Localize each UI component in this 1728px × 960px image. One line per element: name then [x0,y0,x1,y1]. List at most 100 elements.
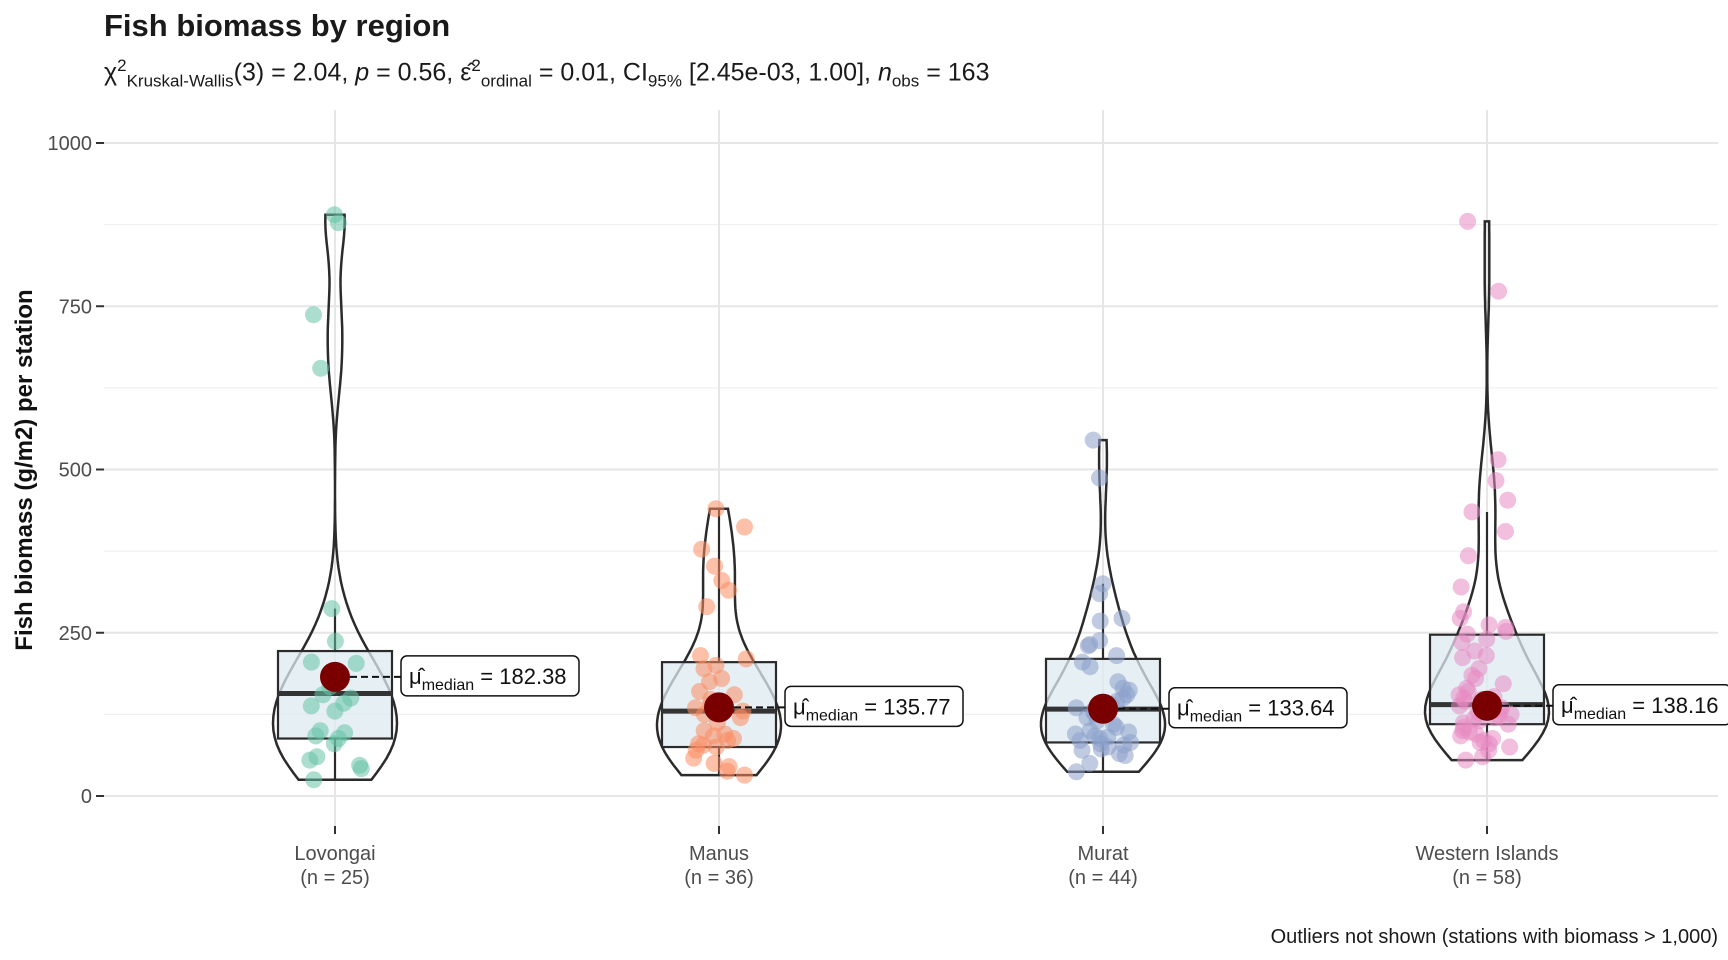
chart-subtitle: χ2Kruskal-Wallis(3) = 2.04, p = 0.56, ε̂… [104,56,989,91]
n-symbol: n [877,58,892,87]
median-label-subscript: median [806,707,858,724]
data-point [1116,747,1134,764]
data-point [1067,763,1085,781]
confidence-interval: [2.45e-03, 1.00], [681,58,878,87]
data-point [1113,609,1131,627]
chart-caption: Outliers not shown (stations with biomas… [1270,926,1718,948]
grid-layer [104,110,1718,826]
data-point [732,709,749,727]
data-point [1457,751,1475,769]
data-point [1067,699,1085,717]
median-label-subscript: median [422,677,474,694]
median-label-symbol: μ̂ [793,694,810,719]
data-point [692,647,709,665]
y-tick-label: 750 [59,296,92,318]
data-point [325,735,343,753]
data-point [1494,675,1512,693]
data-point [720,581,738,599]
median-label-value: = 133.64 [1242,696,1334,721]
data-point [1451,697,1468,715]
median-point-0 [320,661,350,692]
data-point [1474,748,1492,766]
data-point [1452,727,1470,745]
data-point [1499,715,1517,733]
x-tick-label: Lovongai [294,843,375,865]
data-point [706,557,723,575]
x-tick-n-label: (n = 25) [300,867,369,889]
data-point [1081,754,1099,772]
box-2 [1044,657,1162,744]
box-layer [276,508,1546,780]
p-value: = 0.56, [369,58,461,87]
data-point [1091,469,1108,487]
data-point [1452,578,1470,596]
data-point [1081,658,1099,676]
data-point [1501,738,1519,756]
data-point [302,697,320,715]
chi-superscript: 2 [117,56,127,75]
data-point [326,702,344,720]
data-point [1497,523,1514,540]
data-point [736,518,753,536]
data-point [737,650,755,668]
p-symbol: p [355,58,370,87]
effect-size: = 0.01, CI [531,58,648,87]
chart-title: Fish biomass by region [104,8,451,43]
epsilon-symbol: ε̂ [460,58,472,87]
x-tick-label: Murat [1077,843,1129,865]
data-point [305,771,323,789]
data-point [301,751,319,769]
median-label-symbol: μ̂ [1177,696,1194,721]
x-tick-n-label: (n = 44) [1068,867,1137,889]
df-statistic: (3) = 2.04, [233,58,356,87]
median-label: μ̂median = 182.38 [409,664,567,694]
data-point [718,762,736,780]
y-tick-label: 0 [81,786,92,808]
data-point [352,760,370,778]
data-point [302,653,320,671]
data-point [736,766,753,784]
data-point [312,359,330,377]
x-tick-n-label: (n = 58) [1452,867,1521,889]
violin-3 [1423,220,1551,762]
data-point [1459,212,1477,230]
data-point [707,738,725,756]
data-point [329,214,347,232]
data-point [1092,740,1110,758]
n-obs: = 163 [919,58,990,87]
x-tick-n-label: (n = 36) [684,867,753,889]
data-point [1073,741,1091,759]
median-label-subscript: median [1574,706,1626,723]
data-point [1489,451,1507,469]
median-label-subscript: median [1190,709,1242,726]
median-label: μ̂median = 133.64 [1177,696,1335,726]
data-point [1480,616,1498,634]
data-point [307,727,325,745]
y-axis-label: Fish biomass (g/m2) per station [11,289,38,650]
y-tick-label: 500 [59,460,92,482]
data-point [323,600,341,618]
median-label-value: = 135.77 [858,694,950,719]
epsilon-superscript: 2 [471,56,481,75]
data-point [1079,637,1097,655]
data-point [685,749,703,767]
median-layer: μ̂median = 182.38μ̂median = 135.77 μ̂medi… [320,655,1728,729]
data-point [705,754,723,772]
data-point [707,500,725,518]
data-point [1490,282,1508,300]
x-tick-label: Western Islands [1415,843,1558,865]
data-point [1091,585,1109,603]
median-label-symbol: μ̂ [409,664,426,689]
median-point-1 [704,692,734,723]
data-point [695,660,713,678]
data-point [305,306,322,324]
median-point-3 [1472,690,1502,721]
data-point [1463,503,1481,521]
median-label-box [400,655,580,697]
data-point [1477,647,1495,665]
data-point [1459,547,1477,565]
data-point [1108,647,1126,665]
chi-symbol: χ [104,58,118,87]
